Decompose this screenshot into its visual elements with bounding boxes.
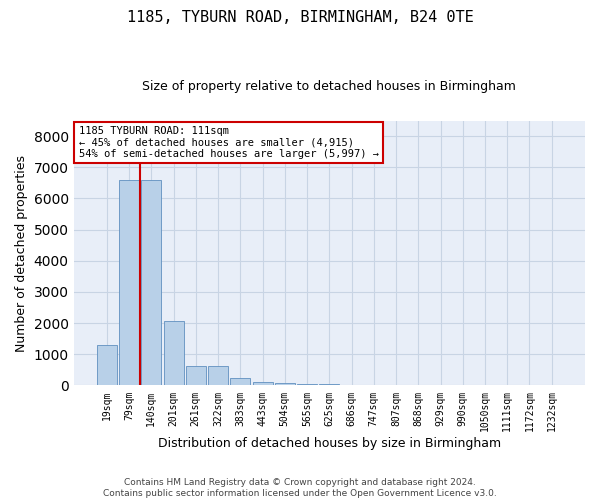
Bar [97,345,117,386]
Bar [275,383,295,386]
Bar [141,180,161,386]
Bar [119,180,139,386]
Text: 1185 TYBURN ROAD: 111sqm
← 45% of detached houses are smaller (4,915)
54% of sem: 1185 TYBURN ROAD: 111sqm ← 45% of detach… [79,126,379,159]
Title: Size of property relative to detached houses in Birmingham: Size of property relative to detached ho… [142,80,516,93]
Text: Contains HM Land Registry data © Crown copyright and database right 2024.
Contai: Contains HM Land Registry data © Crown c… [103,478,497,498]
Text: 1185, TYBURN ROAD, BIRMINGHAM, B24 0TE: 1185, TYBURN ROAD, BIRMINGHAM, B24 0TE [127,10,473,25]
X-axis label: Distribution of detached houses by size in Birmingham: Distribution of detached houses by size … [158,437,501,450]
Bar [297,384,317,386]
Bar [186,366,206,386]
Bar [208,366,228,386]
Bar [164,322,184,386]
Y-axis label: Number of detached properties: Number of detached properties [15,154,28,352]
Bar [253,382,272,386]
Bar [319,384,339,386]
Bar [230,378,250,386]
